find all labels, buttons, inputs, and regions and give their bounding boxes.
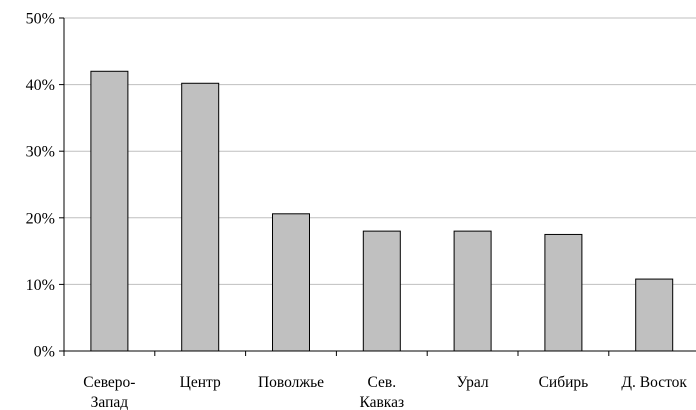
bar [544,233,583,352]
bar [181,82,220,352]
bar [272,213,310,352]
x-category-label: Запад [91,394,129,410]
y-tick-label: 10% [26,277,55,294]
x-category-label: Сев. [367,374,396,391]
x-category-label: Поволжье [258,374,324,391]
bar [362,230,401,352]
x-category-label: Сибирь [539,374,589,391]
x-category-label: Центр [180,374,221,391]
axes [59,17,696,356]
y-tick-label: 0% [34,344,55,361]
x-category-label: Урал [457,374,489,391]
x-category-label: Кавказ [359,394,404,410]
x-category-labels: Северо- Запад Центр Поволжье Сев. Кавказ Урал С… [83,374,687,410]
y-tick-label: 20% [26,210,55,227]
y-tick-label: 50% [26,11,55,28]
bar [635,278,674,352]
bar [453,230,492,352]
bar [90,70,129,352]
y-tick-label: 40% [26,77,55,94]
bars [90,70,674,352]
x-category-label: Д. Восток [621,374,687,391]
y-tick-label: 30% [26,144,55,161]
x-category-label: Северо- [83,374,135,391]
gridlines [64,17,696,285]
y-tick-labels: 0% 10% 20% 30% 40% 50% [26,11,55,361]
